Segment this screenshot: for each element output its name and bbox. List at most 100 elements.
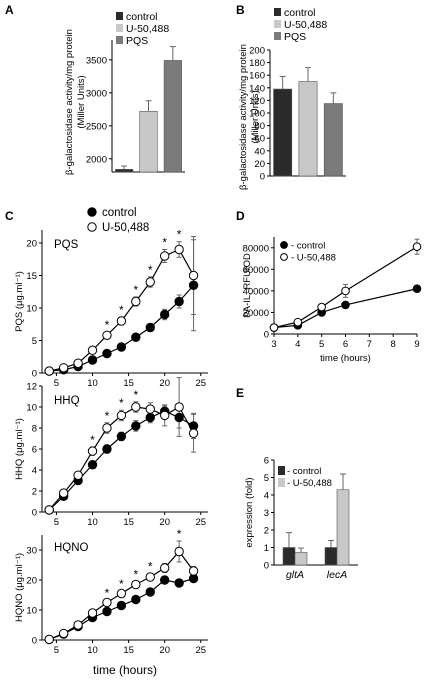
data-point-control (102, 606, 112, 617)
legend-label: - U-50,488 (287, 478, 332, 489)
data-point-control (412, 284, 422, 294)
legend-swatch (274, 8, 281, 16)
data-point-control (87, 460, 98, 470)
y-axis-label: β-galactosidase activity/mg protein (238, 44, 249, 190)
significance-star: * (105, 586, 110, 600)
legend-label: U-50,488 (284, 19, 327, 31)
y-tick-label: 40 (254, 146, 265, 157)
data-point-u50488 (73, 358, 83, 368)
y-tick-label: 80 (254, 121, 265, 132)
y-tick-label: 0 (32, 369, 37, 380)
data-point-u50488 (58, 488, 69, 498)
data-point-u50488 (131, 296, 141, 307)
data-point-control (145, 587, 155, 597)
chart-panel-c1: C 0 5 10 15 20 5 10 15 20 25 * * * * * * PQS PQS (μg.ml⁻¹)… (5, 207, 208, 389)
data-point-control (188, 280, 199, 290)
y-axis-label: HHQ (μg.ml⁻¹) (14, 418, 25, 480)
x-tick-label: 5 (54, 517, 59, 528)
data-point-u50488 (145, 572, 155, 582)
series-line-control (49, 284, 195, 372)
chart-panel-e: E 0 1 2 3 4 5 6 gltA lecA - control- U-50,488 expre… (236, 386, 358, 581)
y-tick-label: 0 (264, 561, 269, 572)
y-tick-label: 6 (32, 445, 37, 456)
y-tick-label: 3500 (86, 55, 107, 66)
x-tick-label: 25 (195, 645, 206, 656)
y-tick-label: 80000 (243, 243, 269, 254)
x-tick-label: 15 (123, 378, 134, 389)
panel-inner-label: HHQ (54, 395, 80, 407)
data-point-control (174, 578, 184, 588)
legend-marker-u50488 (87, 222, 97, 232)
legend-label: control (284, 7, 316, 19)
data-point-u50488 (174, 546, 184, 557)
y-tick-label: 0 (32, 636, 37, 647)
data-point-control (116, 342, 127, 352)
chart-panel-d: D 0 20000 40000 60000 80000 3 4 5 6 7 8 9 PA-IL, RFU/… (236, 209, 422, 364)
data-point-u50488 (131, 402, 141, 412)
y-tick-label: 15 (26, 271, 37, 282)
panel-inner-label: HQNO (54, 542, 89, 554)
x-axis-label: time (hours) (93, 663, 157, 677)
y-tick-label: 2000 (86, 154, 107, 165)
x-tick-label: 15 (123, 645, 134, 656)
data-point-control (116, 431, 127, 442)
significance-star: * (177, 527, 182, 541)
x-tick-label: 25 (195, 517, 206, 528)
x-tick-label: 20 (159, 517, 170, 528)
x-tick-label: 20 (159, 645, 170, 656)
y-tick-label: 3 (264, 508, 269, 519)
series-line-u50488 (48, 406, 195, 511)
x-tick-label: 6 (343, 339, 348, 350)
y-tick-label: 0 (260, 172, 265, 183)
bar (139, 110, 158, 173)
bar (115, 169, 134, 173)
x-tick-label: 5 (319, 339, 324, 350)
legend-label: control (102, 207, 137, 219)
y-tick-label: 8 (32, 424, 37, 435)
y-axis-label: β-galactosidase activity/mg protein (64, 29, 75, 175)
y-tick-label: 200 (249, 46, 265, 57)
x-tick-label: 20 (159, 378, 170, 389)
data-point-u50488 (102, 423, 112, 433)
data-point-u50488 (293, 317, 303, 327)
data-point-control (341, 300, 350, 310)
y-tick-label: 0 (32, 508, 37, 519)
data-point-u50488 (159, 563, 170, 573)
bar (323, 103, 343, 177)
legend-swatch (116, 36, 123, 44)
y-tick-label: 40000 (243, 286, 269, 297)
x-tick-label: 10 (87, 517, 98, 528)
significance-star: * (105, 409, 110, 423)
y-tick-label: 4 (32, 466, 37, 477)
data-point-u50488 (188, 270, 199, 281)
significance-star: * (162, 236, 167, 250)
x-tick-label: 8 (391, 339, 396, 350)
bar (298, 81, 318, 177)
panel-label: D (236, 209, 245, 223)
y-tick-label: 20 (26, 239, 37, 250)
bar (336, 489, 350, 566)
data-point-u50488 (102, 597, 112, 608)
data-point-u50488 (116, 316, 127, 326)
data-point-u50488 (87, 608, 98, 618)
panel-label: A (5, 3, 14, 17)
bar (282, 547, 296, 566)
data-point-u50488 (159, 251, 170, 261)
data-point-control (145, 412, 155, 423)
chart-panel-c3: 0 10 20 30 5 10 15 20 25 * * * * * HQNO HQNO (μg.ml⁻¹) t… (14, 527, 208, 677)
y-tick-label: 2500 (86, 121, 107, 132)
significance-star: * (105, 318, 110, 332)
y-axis-label: PA-IL, RFU/OD (242, 253, 253, 318)
data-point-u50488 (269, 323, 279, 332)
y-tick-label: 3000 (86, 88, 107, 99)
data-point-u50488 (159, 410, 170, 421)
legend-label: - U-50,488 (291, 253, 336, 264)
legend-label: PQS (126, 35, 148, 47)
data-point-u50488 (317, 302, 326, 312)
chart-panel-c2: 0 2 4 6 8 10 12 5 10 15 20 25 * * * * HHQ HHQ (μg.ml⁻¹) (14, 377, 208, 528)
data-point-u50488 (188, 428, 199, 438)
data-point-control (102, 444, 112, 454)
data-point-u50488 (87, 446, 98, 456)
significance-star: * (133, 568, 138, 582)
